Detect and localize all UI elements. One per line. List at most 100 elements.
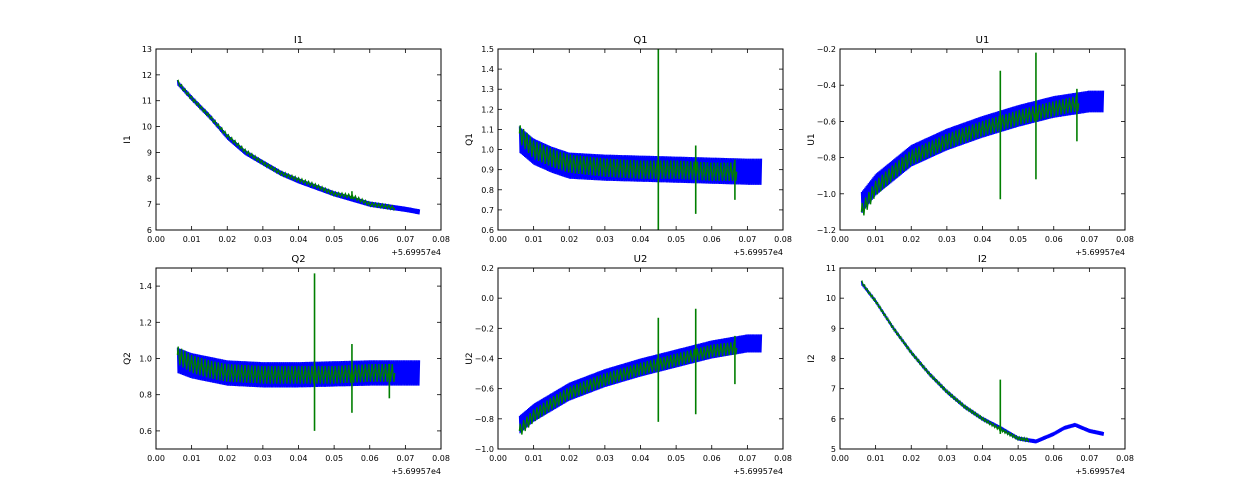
- series-1-line: [176, 79, 421, 215]
- x-tick-label: 0.01: [867, 454, 885, 463]
- x-tick-label: 0.05: [667, 235, 685, 244]
- x-tick-label: 0.01: [525, 235, 543, 244]
- y-axis-label: Q1: [465, 133, 475, 146]
- y-tick-label: 1.2: [139, 318, 152, 327]
- y-tick-label: −1.0: [817, 190, 836, 199]
- x-tick-label: 0.06: [361, 454, 379, 463]
- plot-area: [176, 273, 421, 431]
- x-tick-label: 0.07: [396, 454, 414, 463]
- y-tick-label: 0.8: [139, 391, 152, 400]
- series-2-line: [861, 280, 1030, 443]
- x-tick-label: 0.08: [1116, 235, 1134, 244]
- y-tick-label: 6: [147, 226, 152, 235]
- series-1-line: [860, 281, 1105, 444]
- subplot-4: 0.00 0.01 0.02 0.03 0.04 0.05 0.06 0.07 0.08 −1.0…: [465, 254, 792, 476]
- y-tick-label: 11: [826, 264, 836, 273]
- x-tick-label: 0.06: [703, 235, 721, 244]
- x-tick-label: 0.06: [1045, 454, 1063, 463]
- x-tick-label: 0.03: [938, 235, 956, 244]
- y-tick-label: 1.2: [481, 105, 494, 114]
- x-tick-label: 0.08: [774, 235, 792, 244]
- y-tick-label: 11: [142, 97, 152, 106]
- subplot-grid: 0.00 0.01 0.02 0.03 0.04 0.05 0.06 0.07 0.08 6 7 8 9…: [123, 35, 1134, 476]
- subplot-title: Q1: [633, 35, 647, 46]
- x-tick-label: 0.01: [183, 235, 201, 244]
- x-tick-label: 0.00: [831, 235, 849, 244]
- y-tick-label: 0.7: [481, 206, 494, 215]
- subplot-title: I1: [294, 35, 303, 46]
- y-tick-label: 0.9: [481, 166, 494, 175]
- x-offset-label: +5.69957e4: [391, 248, 441, 257]
- subplot-1: 0.00 0.01 0.02 0.03 0.04 0.05 0.06 0.07 0.08 0.6 0…: [465, 35, 792, 257]
- y-tick-label: −0.4: [475, 355, 494, 364]
- series-1-line: [860, 90, 1105, 214]
- y-axis-label: U2: [465, 352, 475, 364]
- x-tick-label: 0.02: [902, 454, 920, 463]
- x-tick-label: 0.01: [525, 454, 543, 463]
- y-axis-label: I1: [123, 135, 133, 143]
- plot-area: [860, 280, 1105, 444]
- x-tick-label: 0.06: [703, 454, 721, 463]
- y-tick-label: 9: [831, 324, 836, 333]
- y-tick-label: 1.3: [481, 85, 494, 94]
- y-tick-label: 12: [142, 71, 152, 80]
- y-tick-label: −0.6: [817, 117, 836, 126]
- x-tick-label: 0.02: [560, 454, 578, 463]
- x-tick-label: 0.03: [596, 454, 614, 463]
- x-tick-label: 0.04: [632, 454, 650, 463]
- x-tick-label: 0.02: [218, 235, 236, 244]
- y-tick-label: 6: [831, 415, 836, 424]
- y-tick-label: −0.6: [475, 385, 494, 394]
- series-1-line: [518, 126, 763, 185]
- subplot-2: 0.00 0.01 0.02 0.03 0.04 0.05 0.06 0.07 0.08 −1.2…: [807, 35, 1134, 257]
- subplot-title: Q2: [291, 254, 305, 265]
- y-tick-label: 7: [831, 385, 836, 394]
- x-tick-label: 0.00: [147, 454, 165, 463]
- y-tick-label: 0.2: [481, 264, 494, 273]
- series-1-line: [176, 347, 421, 388]
- x-offset-label: +5.69957e4: [1075, 467, 1125, 476]
- x-tick-label: 0.08: [432, 454, 450, 463]
- x-tick-label: 0.06: [1045, 235, 1063, 244]
- x-tick-label: 0.03: [254, 235, 272, 244]
- x-tick-label: 0.03: [596, 235, 614, 244]
- y-tick-label: 1.5: [481, 45, 494, 54]
- y-tick-label: −0.2: [817, 45, 836, 54]
- y-tick-label: 10: [826, 294, 836, 303]
- x-tick-label: 0.03: [254, 454, 272, 463]
- x-offset-label: +5.69957e4: [391, 467, 441, 476]
- x-tick-label: 0.05: [1009, 454, 1027, 463]
- y-tick-label: −1.2: [817, 226, 836, 235]
- series-2-line: [518, 125, 738, 181]
- plot-area: [176, 79, 421, 215]
- x-tick-label: 0.00: [147, 235, 165, 244]
- x-tick-label: 0.06: [361, 235, 379, 244]
- x-tick-label: 0.07: [738, 454, 756, 463]
- y-tick-label: 13: [142, 45, 152, 54]
- x-tick-label: 0.01: [183, 454, 201, 463]
- y-tick-label: 5: [831, 445, 836, 454]
- plot-area: [518, 49, 763, 230]
- subplot-3: 0.00 0.01 0.02 0.03 0.04 0.05 0.06 0.07 0.08 0.6 0…: [123, 254, 450, 476]
- x-tick-label: 0.08: [1116, 454, 1134, 463]
- x-tick-label: 0.05: [325, 454, 343, 463]
- axes-frame: [497, 48, 784, 231]
- x-tick-label: 0.04: [974, 235, 992, 244]
- x-offset-label: +5.69957e4: [733, 467, 783, 476]
- y-tick-label: 8: [147, 174, 152, 183]
- x-tick-label: 0.00: [831, 454, 849, 463]
- x-tick-label: 0.07: [1080, 454, 1098, 463]
- y-tick-label: 10: [142, 123, 152, 132]
- axes-frame: [839, 267, 1126, 450]
- y-tick-label: 0.6: [481, 226, 494, 235]
- series-2-line: [176, 79, 396, 212]
- x-tick-label: 0.00: [489, 235, 507, 244]
- x-tick-label: 0.07: [396, 235, 414, 244]
- x-tick-label: 0.04: [290, 454, 308, 463]
- x-tick-label: 0.07: [738, 235, 756, 244]
- y-tick-label: −0.8: [475, 415, 494, 424]
- x-tick-label: 0.01: [867, 235, 885, 244]
- series-1-line: [518, 334, 763, 434]
- subplot-0: 0.00 0.01 0.02 0.03 0.04 0.05 0.06 0.07 0.08 6 7 8 9…: [123, 35, 450, 257]
- y-axis-label: Q2: [123, 352, 133, 365]
